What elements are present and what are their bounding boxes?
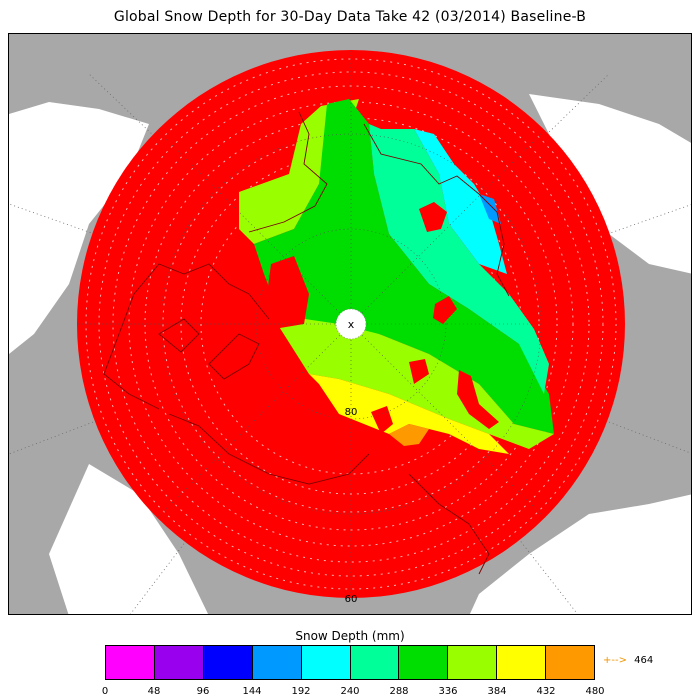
depth-zone-144-192 [479,194,501,224]
colorbar-segment [106,646,155,679]
ocean-outside-bottom [49,464,209,614]
depth-zone-240-288 [369,124,549,394]
colorbar-tick-label: 96 [196,686,210,697]
colorbar-segment [203,646,253,679]
ocean-outside-bottomright [469,494,691,614]
no-data-patch-4 [409,359,429,384]
no-data-patch-5 [457,370,499,429]
pole-marker: x [348,318,355,331]
colorbar-segment [154,646,204,679]
colorbar-tick-label: 480 [585,686,605,697]
colorbar-ticks: 0 48 96 144 192 240 288 336 384 432 480 [0,686,700,700]
colorbar-tick-label: 0 [101,686,109,697]
colorbar-segment [252,646,302,679]
no-data-patch-3 [433,296,457,324]
colorbar-segment [350,646,400,679]
depth-zone-192-240 [414,129,507,274]
colorbar-segment [448,646,498,679]
ocean-outside-right [529,94,691,274]
polar-snow-map: x 80 60 [9,34,691,614]
no-data-patch-1 [267,256,309,329]
coastlines [103,111,510,575]
depth-zone-432-480 [389,424,429,446]
colorbar-tick-label: 192 [291,686,311,697]
colorbar-tick-label: 144 [242,686,262,697]
depth-zone-288-336 [254,99,554,434]
colorbar-segment [497,646,547,679]
no-data-patch-2 [419,202,447,232]
colorbar-tick-label: 48 [147,686,161,697]
polar-graticule [77,50,625,598]
overflow-arrow-icon: +--> [603,655,627,666]
colorbar-tick-label: 288 [389,686,409,697]
map-title: Global Snow Depth for 30-Day Data Take 4… [113,9,587,25]
overflow-value: 464 [634,655,654,666]
snow-depth-fields [239,99,554,454]
colorbar-tick-label: 384 [487,686,507,697]
colorbar-segment [301,646,351,679]
map-panel: x 80 60 [8,33,692,615]
pole-hole [335,308,367,340]
colorbar [105,645,595,680]
colorbar-tick-label: 336 [438,686,458,697]
overflow-indicator: +--> 464 [603,655,653,666]
colorbar-tick-label: 432 [536,686,556,697]
latitude-label-60: 60 [345,594,358,605]
colorbar-tick-label: 240 [340,686,360,697]
colorbar-segment [546,646,595,679]
colorbar-segment [399,646,449,679]
latitude-label-80: 80 [345,407,358,418]
ocean-outside-left [9,102,149,354]
colorbar-title: Snow Depth (mm) [295,629,405,643]
depth-zone-384-432 [309,374,509,454]
no-data-patch-6 [371,406,393,434]
